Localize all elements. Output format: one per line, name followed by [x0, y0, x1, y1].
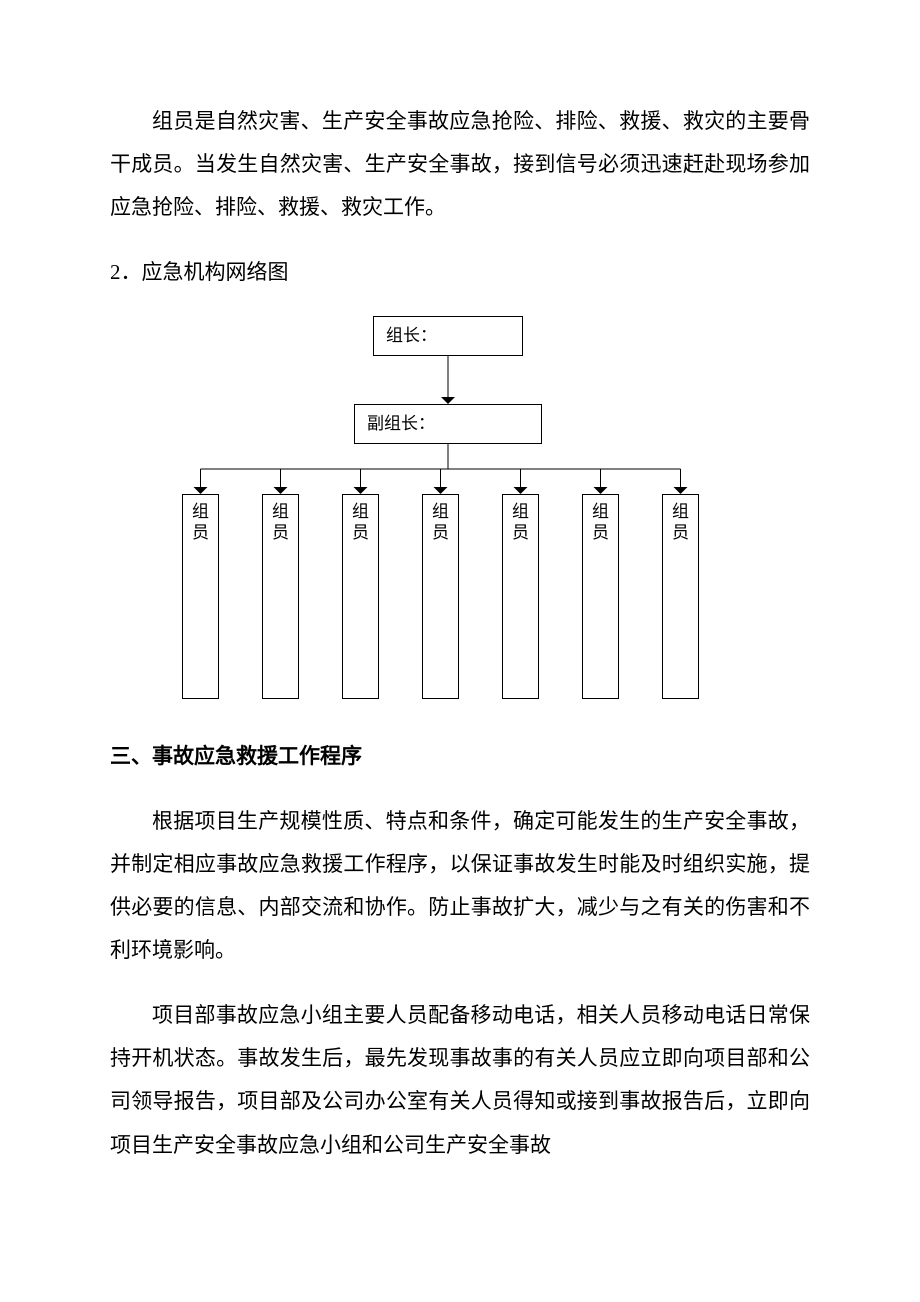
- member-box-6: 组员: [582, 494, 619, 699]
- member-box-7: 组员: [662, 494, 699, 699]
- deputy-leader-box: 副组长：: [354, 404, 542, 444]
- member-box-3: 组员: [342, 494, 379, 699]
- member-box-5: 组员: [502, 494, 539, 699]
- paragraph-members-duty: 组员是自然灾害、生产安全事故应急抢险、排险、救援、救灾的主要骨干成员。当发生自然…: [110, 100, 810, 229]
- member-box-1: 组员: [182, 494, 219, 699]
- heading-section-3: 三、事故应急救援工作程序: [110, 736, 810, 778]
- paragraph-procedure-intro: 根据项目生产规模性质、特点和条件，确定可能发生的生产安全事故，并制定相应事故应急…: [110, 800, 810, 972]
- member-box-4: 组员: [422, 494, 459, 699]
- member-box-2: 组员: [262, 494, 299, 699]
- org-flowchart: 组长：副组长：组员组员组员组员组员组员组员: [110, 316, 810, 706]
- leader-box: 组长：: [373, 316, 523, 356]
- paragraph-phone-reporting: 项目部事故应急小组主要人员配备移动电话，相关人员移动电话日常保持开机状态。事故发…: [110, 994, 810, 1166]
- section-2-label: 2．应急机构网络图: [110, 251, 810, 294]
